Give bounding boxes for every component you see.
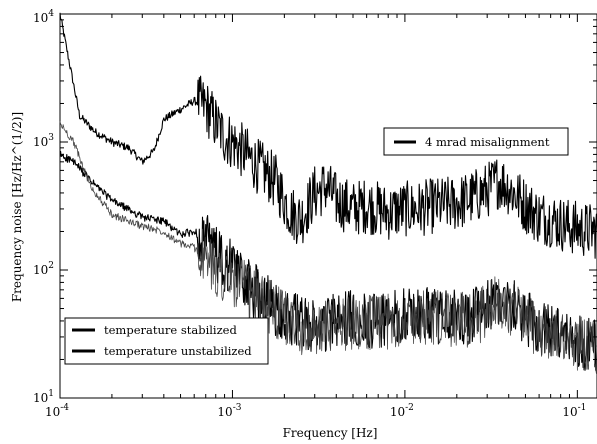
ticks-layer <box>59 13 597 399</box>
x-axis-title: Frequency [Hz] <box>283 426 378 440</box>
series-layer <box>59 12 597 374</box>
x-tick-label: 10-1 <box>562 403 586 419</box>
series-line-2 <box>59 150 597 371</box>
legend-label-unstabilized: temperature unstabilized <box>104 344 252 358</box>
legend-box <box>64 317 269 365</box>
tick-labels: 10-4 10-3 10-2 10-1 101 102 103 104 <box>33 9 586 419</box>
x-tick-label: 10-3 <box>217 403 241 419</box>
y-tick-label: 104 <box>33 9 54 25</box>
y-axis-title: Frequency noise [Hz/Hz^(1/2)] <box>10 112 24 302</box>
x-tick-label: 10-4 <box>45 403 69 419</box>
legend-label-misalignment: 4 mrad misalignment <box>425 135 550 149</box>
y-tick-label: 101 <box>33 389 54 405</box>
legend-temperature: temperature stabilized temperature unsta… <box>64 317 269 365</box>
y-tick-label: 102 <box>33 261 54 277</box>
plot-frame <box>59 13 597 399</box>
y-tick-label: 103 <box>33 133 54 149</box>
legend-misalignment: 4 mrad misalignment <box>383 127 569 156</box>
series-line-3 <box>59 121 597 374</box>
x-tick-label: 10-2 <box>390 403 414 419</box>
legend-label-stabilized: temperature stabilized <box>104 323 237 337</box>
series-line-1 <box>59 12 597 259</box>
